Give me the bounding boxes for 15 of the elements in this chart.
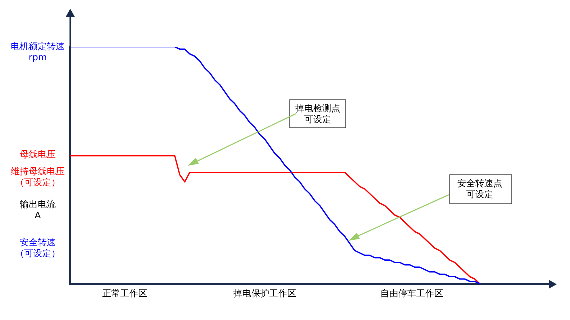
text: 自由停车工作区 xyxy=(380,288,444,300)
annotation: 可设定 xyxy=(466,189,494,200)
text: 掉电保护工作区 xyxy=(234,288,296,300)
annotation: 可设定 xyxy=(304,114,332,126)
annotation: 安全转速点 xyxy=(458,178,502,190)
text: （可设定） xyxy=(16,248,60,260)
text: 正常工作区 xyxy=(102,288,148,300)
text: （可设定） xyxy=(16,177,60,188)
text: 母线电压 xyxy=(20,149,56,160)
y-axis-title: 输出电流 A xyxy=(20,199,56,222)
text: 电机额定转速 xyxy=(11,41,65,52)
text: 安全转速 xyxy=(20,237,56,248)
text: 维持母线电压 xyxy=(11,166,65,178)
annotation: 掉电检测点 xyxy=(296,103,340,114)
text: rpm xyxy=(28,53,48,64)
